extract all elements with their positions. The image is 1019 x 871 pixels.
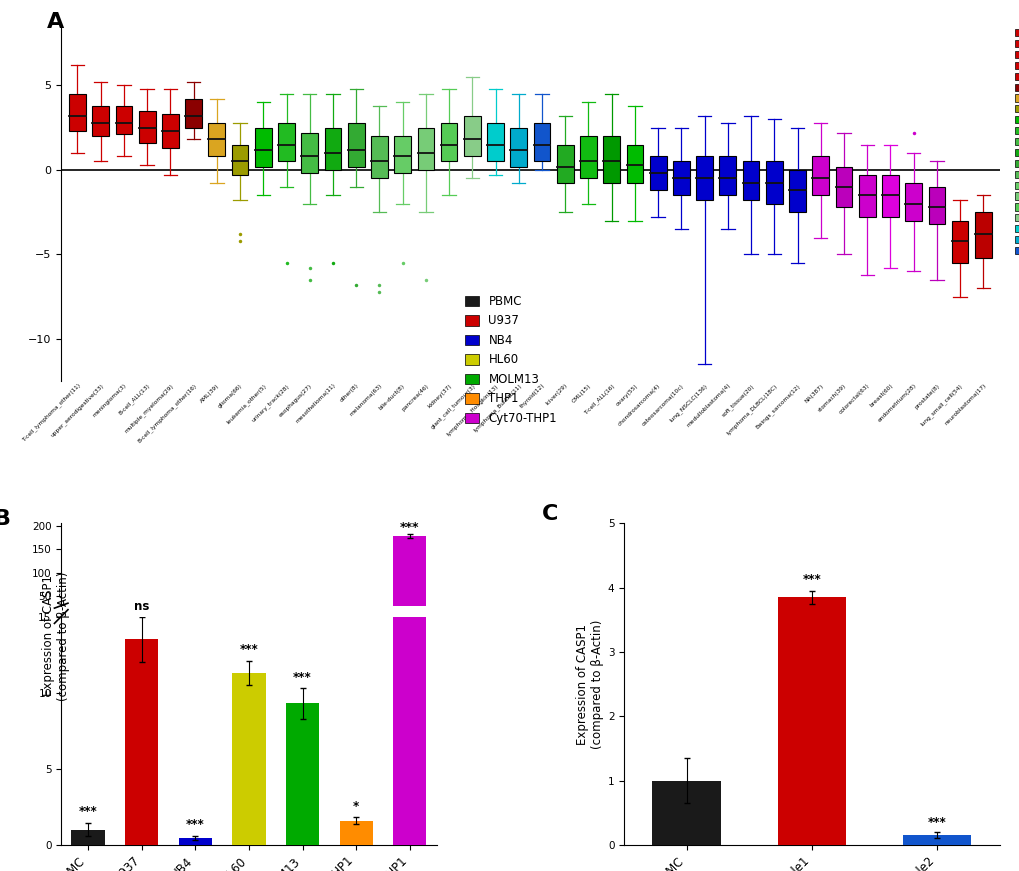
Bar — [556, 145, 573, 184]
Text: ns: ns — [133, 600, 149, 613]
Bar — [652, 780, 720, 845]
Bar — [301, 132, 318, 173]
Bar — [649, 157, 665, 190]
Bar — [789, 170, 805, 213]
Bar — [776, 598, 846, 845]
Bar — [533, 123, 550, 161]
Bar — [71, 830, 105, 845]
Bar — [339, 820, 372, 845]
Bar — [178, 838, 212, 845]
Bar — [487, 123, 503, 161]
Bar — [392, 537, 426, 620]
Text: ***: *** — [802, 573, 820, 586]
Bar — [347, 123, 364, 166]
Legend: PBMC, U937, NB4, HL60, MOLM13, THP1, Cyt70-THP1: PBMC, U937, NB4, HL60, MOLM13, THP1, Cyt… — [461, 291, 560, 429]
Bar — [626, 145, 643, 184]
Bar — [231, 145, 249, 175]
Bar — [951, 220, 967, 263]
Text: ***: *** — [185, 818, 205, 831]
Bar — [255, 128, 271, 166]
Bar — [742, 161, 759, 200]
Bar — [162, 114, 178, 148]
Bar — [394, 136, 411, 173]
Bar — [881, 175, 898, 217]
Text: ***: *** — [78, 805, 97, 818]
Bar — [811, 157, 828, 195]
Text: ***: *** — [926, 816, 946, 829]
Bar — [417, 128, 434, 170]
Bar — [93, 105, 109, 136]
Bar — [371, 136, 387, 179]
Bar — [125, 639, 158, 845]
Bar — [208, 123, 225, 157]
Bar — [464, 116, 480, 157]
Bar — [905, 184, 921, 220]
Bar — [115, 105, 132, 134]
Text: A: A — [47, 12, 64, 32]
Bar — [696, 157, 712, 200]
Bar — [902, 835, 970, 845]
Bar — [278, 123, 294, 161]
Bar — [69, 94, 86, 131]
Bar — [440, 123, 457, 161]
Legend: T-cell_lymphoma_other(11), upper_aerodigestive(33), meningioma(3), B-cell_ALL(13: T-cell_lymphoma_other(11), upper_aerodig… — [1012, 27, 1019, 257]
Text: B: B — [0, 509, 10, 529]
Bar — [139, 111, 155, 143]
Bar — [324, 128, 341, 170]
Bar — [232, 673, 265, 845]
Text: ***: *** — [239, 643, 258, 656]
Bar — [285, 703, 319, 845]
Bar — [974, 213, 990, 258]
Bar — [718, 157, 736, 195]
Bar — [673, 161, 689, 195]
Bar — [510, 128, 527, 166]
Bar — [835, 166, 852, 207]
Bar — [927, 187, 945, 224]
Bar — [765, 161, 782, 204]
Bar — [858, 175, 874, 217]
Bar — [603, 136, 620, 184]
Text: ***: *** — [292, 671, 312, 684]
Y-axis label: Expression of CASP1
(compared to β-Actin): Expression of CASP1 (compared to β-Actin… — [575, 619, 603, 749]
Text: *: * — [353, 800, 359, 813]
Bar — [185, 99, 202, 128]
Bar — [392, 617, 426, 845]
Text: C: C — [541, 504, 557, 524]
Text: ***: *** — [399, 521, 419, 534]
Bar — [580, 136, 596, 179]
Text: Expression of CASP1
(compared to β-Actin): Expression of CASP1 (compared to β-Actin… — [42, 571, 70, 700]
